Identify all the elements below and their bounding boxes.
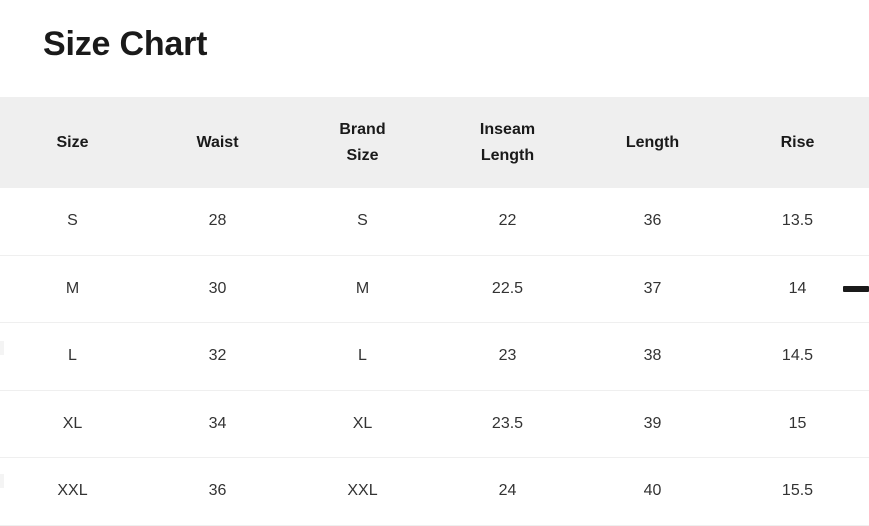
cell-inseam-length: 23.5 xyxy=(435,390,580,458)
table-body: S 28 S 22 36 13.5 M 30 M 22.5 37 14 L 32… xyxy=(0,188,869,526)
cell-length: 37 xyxy=(580,255,725,323)
column-header-rise: Rise xyxy=(725,97,869,188)
cell-brand-size: M xyxy=(290,255,435,323)
column-header-line: Rise xyxy=(780,133,815,151)
cell-size: S xyxy=(0,188,145,256)
column-header-line: Length xyxy=(480,146,535,164)
edge-fleck xyxy=(0,341,4,355)
column-header-brand-size: Brand Size xyxy=(290,97,435,188)
column-header-length: Length xyxy=(580,97,725,188)
cell-waist: 36 xyxy=(145,457,290,526)
cell-inseam-length: 22.5 xyxy=(435,255,580,323)
cell-length: 36 xyxy=(580,188,725,256)
cell-waist: 30 xyxy=(145,255,290,323)
column-header-line: Waist xyxy=(196,133,239,151)
edge-fleck xyxy=(0,474,4,488)
table-row: M 30 M 22.5 37 14 xyxy=(0,255,869,323)
column-header-size: Size xyxy=(0,97,145,188)
cell-size: M xyxy=(0,255,145,323)
size-chart-table: Size Waist Brand Size Inseam Length Leng… xyxy=(0,97,869,526)
table-row: XXL 36 XXL 24 40 15.5 xyxy=(0,457,869,526)
cell-brand-size: XXL xyxy=(290,457,435,526)
cell-waist: 28 xyxy=(145,188,290,256)
cell-brand-size: L xyxy=(290,322,435,391)
page-title: Size Chart xyxy=(43,25,208,63)
table-row: XL 34 XL 23.5 39 15 xyxy=(0,390,869,458)
cell-waist: 34 xyxy=(145,390,290,458)
column-header-waist: Waist xyxy=(145,97,290,188)
cell-rise: 14.5 xyxy=(725,322,869,391)
edge-marker-icon xyxy=(843,286,869,292)
cell-rise: 15 xyxy=(725,390,869,458)
cell-waist: 32 xyxy=(145,322,290,391)
table-header-row: Size Waist Brand Size Inseam Length Leng… xyxy=(0,97,869,188)
cell-size: XXL xyxy=(0,457,145,526)
cell-size: L xyxy=(0,322,145,391)
cell-length: 38 xyxy=(580,322,725,391)
column-header-line: Inseam xyxy=(479,120,536,138)
cell-size: XL xyxy=(0,390,145,458)
cell-inseam-length: 23 xyxy=(435,322,580,391)
table-row: L 32 L 23 38 14.5 xyxy=(0,322,869,391)
column-header-line: Length xyxy=(625,133,680,151)
cell-rise: 15.5 xyxy=(725,457,869,526)
column-header-line: Size xyxy=(56,133,89,151)
cell-brand-size: XL xyxy=(290,390,435,458)
cell-length: 40 xyxy=(580,457,725,526)
table-row: S 28 S 22 36 13.5 xyxy=(0,188,869,256)
column-header-line: Size xyxy=(346,146,379,164)
cell-rise: 13.5 xyxy=(725,188,869,256)
cell-inseam-length: 22 xyxy=(435,188,580,256)
table-header: Size Waist Brand Size Inseam Length Leng… xyxy=(0,97,869,188)
cell-brand-size: S xyxy=(290,188,435,256)
column-header-inseam-length: Inseam Length xyxy=(435,97,580,188)
column-header-line: Brand xyxy=(339,120,386,138)
cell-inseam-length: 24 xyxy=(435,457,580,526)
cell-length: 39 xyxy=(580,390,725,458)
